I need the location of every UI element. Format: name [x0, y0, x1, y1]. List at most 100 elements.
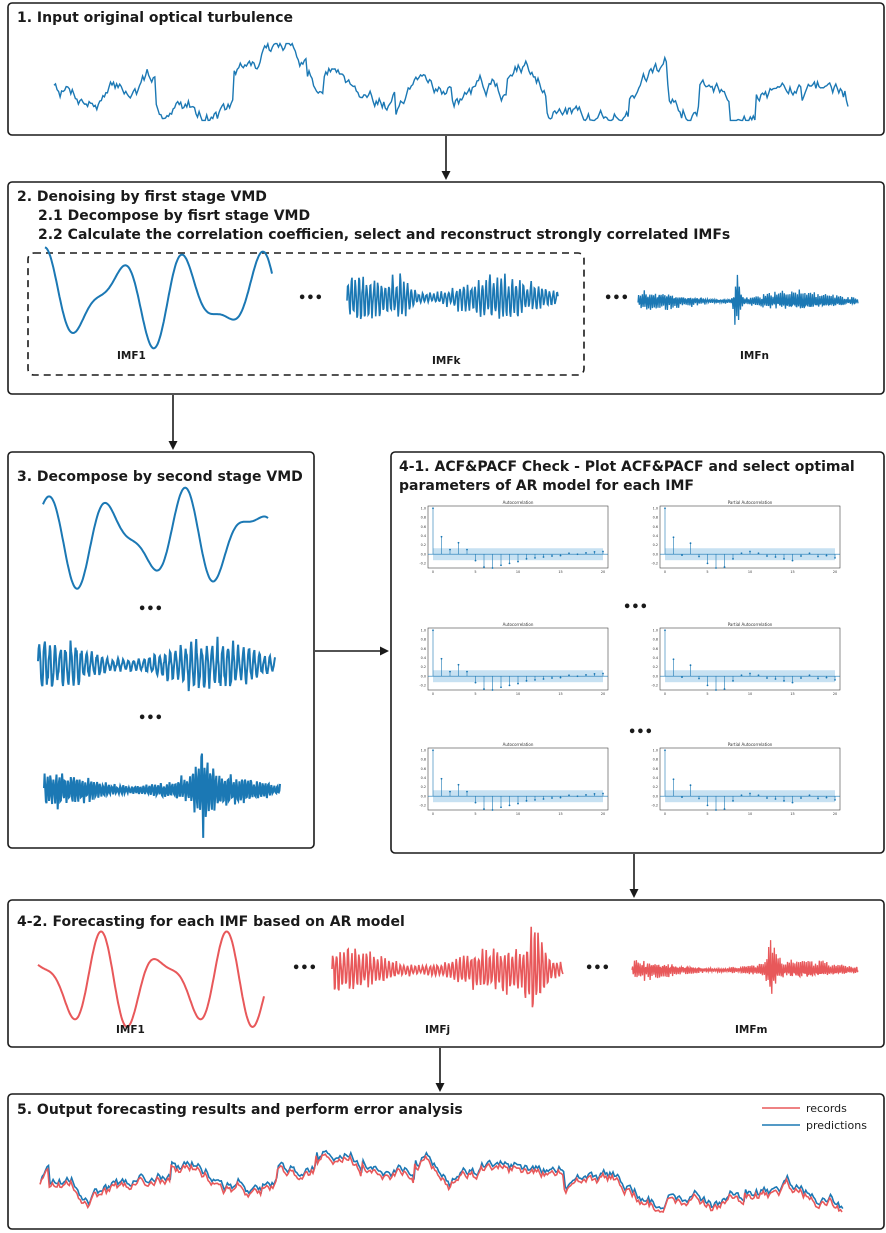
y-tick-label: 0.4 — [421, 534, 426, 538]
y-tick-label: 0.2 — [653, 785, 658, 789]
lag-marker — [525, 557, 528, 560]
forecast-imf1-waveform — [37, 930, 265, 1028]
lag-marker — [585, 673, 587, 676]
x-tick-label: 15 — [790, 812, 794, 816]
lag-marker — [732, 557, 734, 560]
lag-marker — [491, 567, 494, 569]
lag-marker — [689, 664, 692, 667]
lag-marker — [808, 794, 811, 797]
lag-marker — [698, 555, 700, 558]
lag-marker — [551, 677, 553, 679]
lag-marker — [825, 676, 828, 679]
lag-marker — [559, 676, 562, 679]
acf-plot-title: Autocorrelation — [503, 742, 534, 747]
lag-marker — [791, 801, 794, 804]
lag-marker — [834, 556, 836, 559]
ellipsis: ••• — [623, 600, 648, 615]
step42-title: 4-2. Forecasting for each IMF based on A… — [17, 914, 405, 930]
y-tick-label: 0.6 — [421, 647, 426, 651]
y-tick-label: 1.0 — [421, 748, 426, 752]
y-tick-label: 0.6 — [421, 525, 426, 529]
lag-marker — [534, 556, 536, 559]
x-tick-label: 0 — [432, 570, 434, 574]
lag-marker — [723, 808, 726, 810]
lag-marker — [474, 801, 477, 804]
y-tick-label: -0.2 — [651, 804, 658, 808]
y-tick-label: 1.0 — [421, 628, 426, 632]
lag-marker — [800, 797, 802, 799]
second-stage-imf-low — [42, 486, 269, 590]
ellipsis: ••• — [138, 711, 163, 726]
lag-marker — [757, 674, 760, 677]
step41-title-line1: 4-1. ACF&PACF Check - Plot ACF&PACF and … — [399, 459, 855, 475]
lag-marker — [500, 806, 502, 809]
ellipsis: ••• — [604, 291, 629, 306]
y-tick-label: 0.2 — [421, 665, 426, 669]
y-tick-label: 0.8 — [653, 758, 658, 762]
y-tick-label: 1.0 — [653, 628, 658, 632]
lag-marker — [542, 798, 545, 800]
lag-marker — [740, 552, 743, 555]
lag-marker — [732, 679, 734, 682]
step41-box: 4-1. ACF&PACF Check - Plot ACF&PACF and … — [390, 451, 885, 854]
lag-marker — [483, 688, 485, 690]
acf-plot-title: Partial Autocorrelation — [728, 622, 773, 627]
y-tick-label: 0.0 — [421, 674, 426, 678]
lag-marker — [817, 797, 819, 800]
lag-marker — [483, 808, 485, 810]
acf-plot-title: Autocorrelation — [503, 622, 534, 627]
lag-marker — [551, 555, 553, 557]
lag-marker — [723, 688, 726, 690]
ellipsis: ••• — [292, 961, 317, 976]
acf-plot-title: Partial Autocorrelation — [728, 500, 773, 505]
lag-marker — [432, 749, 434, 752]
forecast-imfm-waveform — [631, 940, 859, 994]
imf-label: IMFk — [432, 355, 462, 367]
imfk-waveform — [346, 273, 559, 320]
step5-box: 5. Output forecasting results and perfor… — [7, 1093, 885, 1230]
y-tick-label: 1.0 — [653, 748, 658, 752]
step2-subtitle-1: 2.1 Decompose by fisrt stage VMD — [38, 208, 310, 224]
lag-marker — [593, 551, 596, 553]
lag-marker — [672, 658, 675, 661]
y-tick-label: 0.4 — [653, 656, 658, 660]
step1-box: 1. Input original optical turbulence — [7, 2, 885, 136]
y-tick-label: 0.8 — [421, 516, 426, 520]
lag-marker — [715, 689, 717, 691]
imf-label: IMF1 — [117, 350, 146, 362]
lag-marker — [517, 682, 519, 685]
lag-marker — [783, 557, 785, 560]
x-tick-label: 10 — [748, 692, 752, 696]
second-stage-imf-mid — [37, 636, 276, 692]
y-tick-label: 1.0 — [421, 506, 426, 510]
acf-plot-title: Partial Autocorrelation — [728, 742, 773, 747]
lag-marker — [457, 541, 460, 544]
x-tick-label: 15 — [558, 570, 562, 574]
x-tick-label: 20 — [601, 812, 605, 816]
lag-marker — [749, 550, 751, 553]
lag-marker — [466, 670, 468, 673]
step41-title-line2: parameters of AR model for each IMF — [399, 478, 694, 494]
step2-box: 2. Denoising by first stage VMD 2.1 Deco… — [7, 181, 885, 395]
lag-marker — [585, 551, 587, 554]
y-tick-label: 0.6 — [653, 767, 658, 771]
lag-marker — [757, 794, 760, 797]
lag-marker — [766, 555, 768, 557]
lag-marker — [534, 678, 536, 681]
y-tick-label: 0.6 — [421, 767, 426, 771]
ellipsis: ••• — [628, 725, 653, 740]
step2-title: 2. Denoising by first stage VMD — [17, 189, 267, 205]
lag-marker — [774, 556, 777, 558]
lag-marker — [508, 804, 511, 807]
lag-marker — [440, 535, 443, 538]
imf1-waveform — [44, 246, 273, 350]
lag-marker — [800, 555, 802, 557]
lag-marker — [449, 670, 451, 673]
lag-marker — [749, 672, 751, 675]
lag-marker — [791, 559, 794, 562]
lag-marker — [706, 684, 709, 687]
lag-marker — [602, 550, 604, 553]
step5-title: 5. Output forecasting results and perfor… — [17, 1102, 463, 1118]
lag-marker — [672, 778, 675, 781]
lag-marker — [517, 560, 519, 563]
